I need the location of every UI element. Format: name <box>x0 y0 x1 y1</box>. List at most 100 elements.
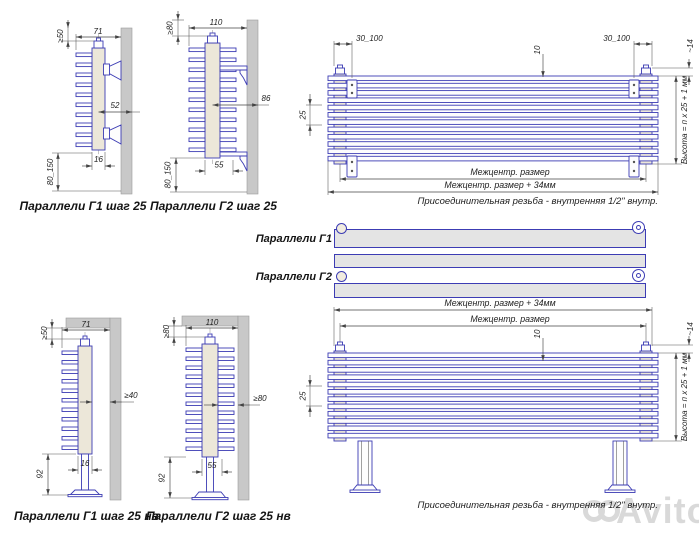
dim-depth: 71 <box>61 320 110 348</box>
dim-wall-gap-label: ≥40 <box>124 391 138 400</box>
avito-watermark: Avito <box>583 490 699 532</box>
front-view-wall-mounted: 30_100 30_100 10 25 ~14 <box>299 34 696 207</box>
dim-center-distance: Межцентр. размер <box>339 314 647 351</box>
front-view-floor-standing: Межцентр. размер + 34мм Межцентр. размер <box>299 298 696 511</box>
radiator-g2-side <box>188 30 248 172</box>
radiator-g2-side <box>185 328 235 501</box>
mounting-bracket <box>628 155 640 178</box>
dim-wall-gap-label: ≥80 <box>253 394 267 403</box>
dim-cap-label: ~14 <box>686 322 695 336</box>
dim-pipe-offset: 16 <box>68 456 102 474</box>
top-view-g2-right-connector <box>632 269 645 282</box>
wall-bracket <box>103 124 122 145</box>
dim-tube-label: 10 <box>533 329 542 338</box>
dim-bracket-offset-left: 30_100 <box>333 34 383 78</box>
wall-bracket <box>219 65 248 86</box>
dim-bracket-offset-right-label: 30_100 <box>603 34 630 43</box>
dim-depth-label: 110 <box>210 18 223 27</box>
top-view-g1-label: Параллели Г1 <box>255 233 332 245</box>
dim-depth: 110 <box>185 318 238 346</box>
mounting-bracket <box>628 79 640 99</box>
dim-depth: 110 <box>188 18 247 46</box>
dim-pipe-offset-label: 16 <box>81 459 90 468</box>
dim-height: Высота = п х 25 + 1 мм <box>652 352 689 442</box>
dim-step-label: 25 <box>299 391 308 401</box>
dim-bracket-offset-right: 30_100 <box>603 34 653 78</box>
dim-stand-height: 92 <box>158 456 192 499</box>
thread-note: Присоединительная резьба - внутренняя 1/… <box>417 500 658 511</box>
dim-cap-label: ~14 <box>686 39 695 53</box>
wall-bracket <box>219 151 248 172</box>
dim-stand-height-label: 92 <box>158 473 167 482</box>
dim-floor-clearance: 80_150 <box>164 157 247 193</box>
dim-top-clearance-label: ≥50 <box>56 29 65 43</box>
top-view-g1-right-connector <box>632 221 645 234</box>
dim-stand-height: 92 <box>36 453 76 496</box>
floor-stand <box>67 453 103 498</box>
center-distance-label: Межцентр. размер <box>470 314 549 324</box>
floor-leg <box>349 440 381 493</box>
dim-axis-to-wall: 86 <box>212 94 271 107</box>
top-view-g2-bar-back <box>334 283 646 298</box>
dim-depth: 71 <box>75 27 121 50</box>
dim-overall-distance: Межцентр. размер + 34мм <box>333 298 653 346</box>
dim-wall-gap: ≥40 <box>80 391 138 404</box>
wall <box>109 317 122 501</box>
g2-wall-side-view: 110 ≥80 86 55 80_150 <box>164 11 271 195</box>
watermark-circle-icon <box>598 500 620 522</box>
caption-g2-wall: Параллели Г2 шаг 25 <box>150 199 277 213</box>
dim-stand-height-label: 92 <box>36 469 45 478</box>
dim-top-clearance: ≥50 <box>56 20 94 49</box>
radiator-g1-side <box>61 332 103 498</box>
dim-step: 25 <box>299 375 322 417</box>
dim-pipe-offset-label: 55 <box>208 461 217 470</box>
floor-stand <box>191 456 229 501</box>
mounting-bracket <box>346 155 358 178</box>
dim-top-clearance: ≥50 <box>40 319 81 348</box>
dim-depth-label: 71 <box>94 27 103 36</box>
radiator-g1-side <box>75 34 122 160</box>
dim-step: 25 <box>299 94 322 136</box>
dim-tube-label: 10 <box>533 45 542 54</box>
top-view-g1-bar <box>334 229 646 248</box>
height-formula-label: Высота = п х 25 + 1 мм <box>680 352 689 441</box>
caption-g1-wall: Параллели Г1 шаг 25 <box>19 199 147 213</box>
wall-bracket <box>103 60 122 81</box>
caption-g2-floor: Параллели Г2 шаг 25 нв <box>146 509 291 523</box>
top-view-g2-bar-front <box>334 254 646 268</box>
wall <box>237 315 250 501</box>
mounting-bracket <box>346 79 358 99</box>
dim-top-clearance: ≥80 <box>166 11 208 45</box>
floor-leg <box>604 440 636 493</box>
dim-depth-label: 71 <box>82 320 91 329</box>
dim-top-clearance-label: ≥80 <box>166 21 175 35</box>
dim-tube: 10 <box>533 45 545 77</box>
dim-overall-distance: Межцентр. размер + 34мм <box>327 161 659 195</box>
caption-g1-floor: Параллели Г1 шаг 25 нв <box>14 509 159 523</box>
dim-floor-clearance: 80_150 <box>46 152 121 192</box>
radiator-front <box>327 64 659 178</box>
g1-floor-side-view: 71 ≥50 ≥40 16 92 <box>36 317 138 501</box>
dim-top-clearance-label: ≥80 <box>162 324 171 338</box>
height-formula-label: Высота = п х 25 + 1 мм <box>680 75 689 164</box>
dim-floor-clearance-label: 80_150 <box>46 158 55 185</box>
wall <box>120 27 133 195</box>
top-view-g1-left-connector <box>336 223 347 234</box>
watermark-text: Avito <box>616 490 699 531</box>
g1-wall-side-view: 71 ≥50 52 16 80_150 <box>46 20 140 195</box>
dim-pipe-offset: 55 <box>192 459 232 476</box>
dim-wall-gap: ≥80 <box>204 394 267 407</box>
dim-depth-label: 110 <box>206 318 219 327</box>
dim-axis-to-wall: 52 <box>98 101 140 114</box>
center-distance-label: Межцентр. размер <box>470 167 549 177</box>
thread-note: Присоединительная резьба - внутренняя 1/… <box>417 196 658 207</box>
top-view-g2-label: Параллели Г2 <box>255 271 332 283</box>
dim-pipe-offset-label: 16 <box>94 155 103 164</box>
radiator-front <box>327 341 659 493</box>
dim-step-label: 25 <box>299 110 308 120</box>
wall <box>246 19 259 195</box>
overall-distance-label: Межцентр. размер + 34мм <box>444 180 555 190</box>
dim-center-distance: Межцентр. размер <box>339 164 647 182</box>
dim-axis-label: 86 <box>262 94 271 103</box>
